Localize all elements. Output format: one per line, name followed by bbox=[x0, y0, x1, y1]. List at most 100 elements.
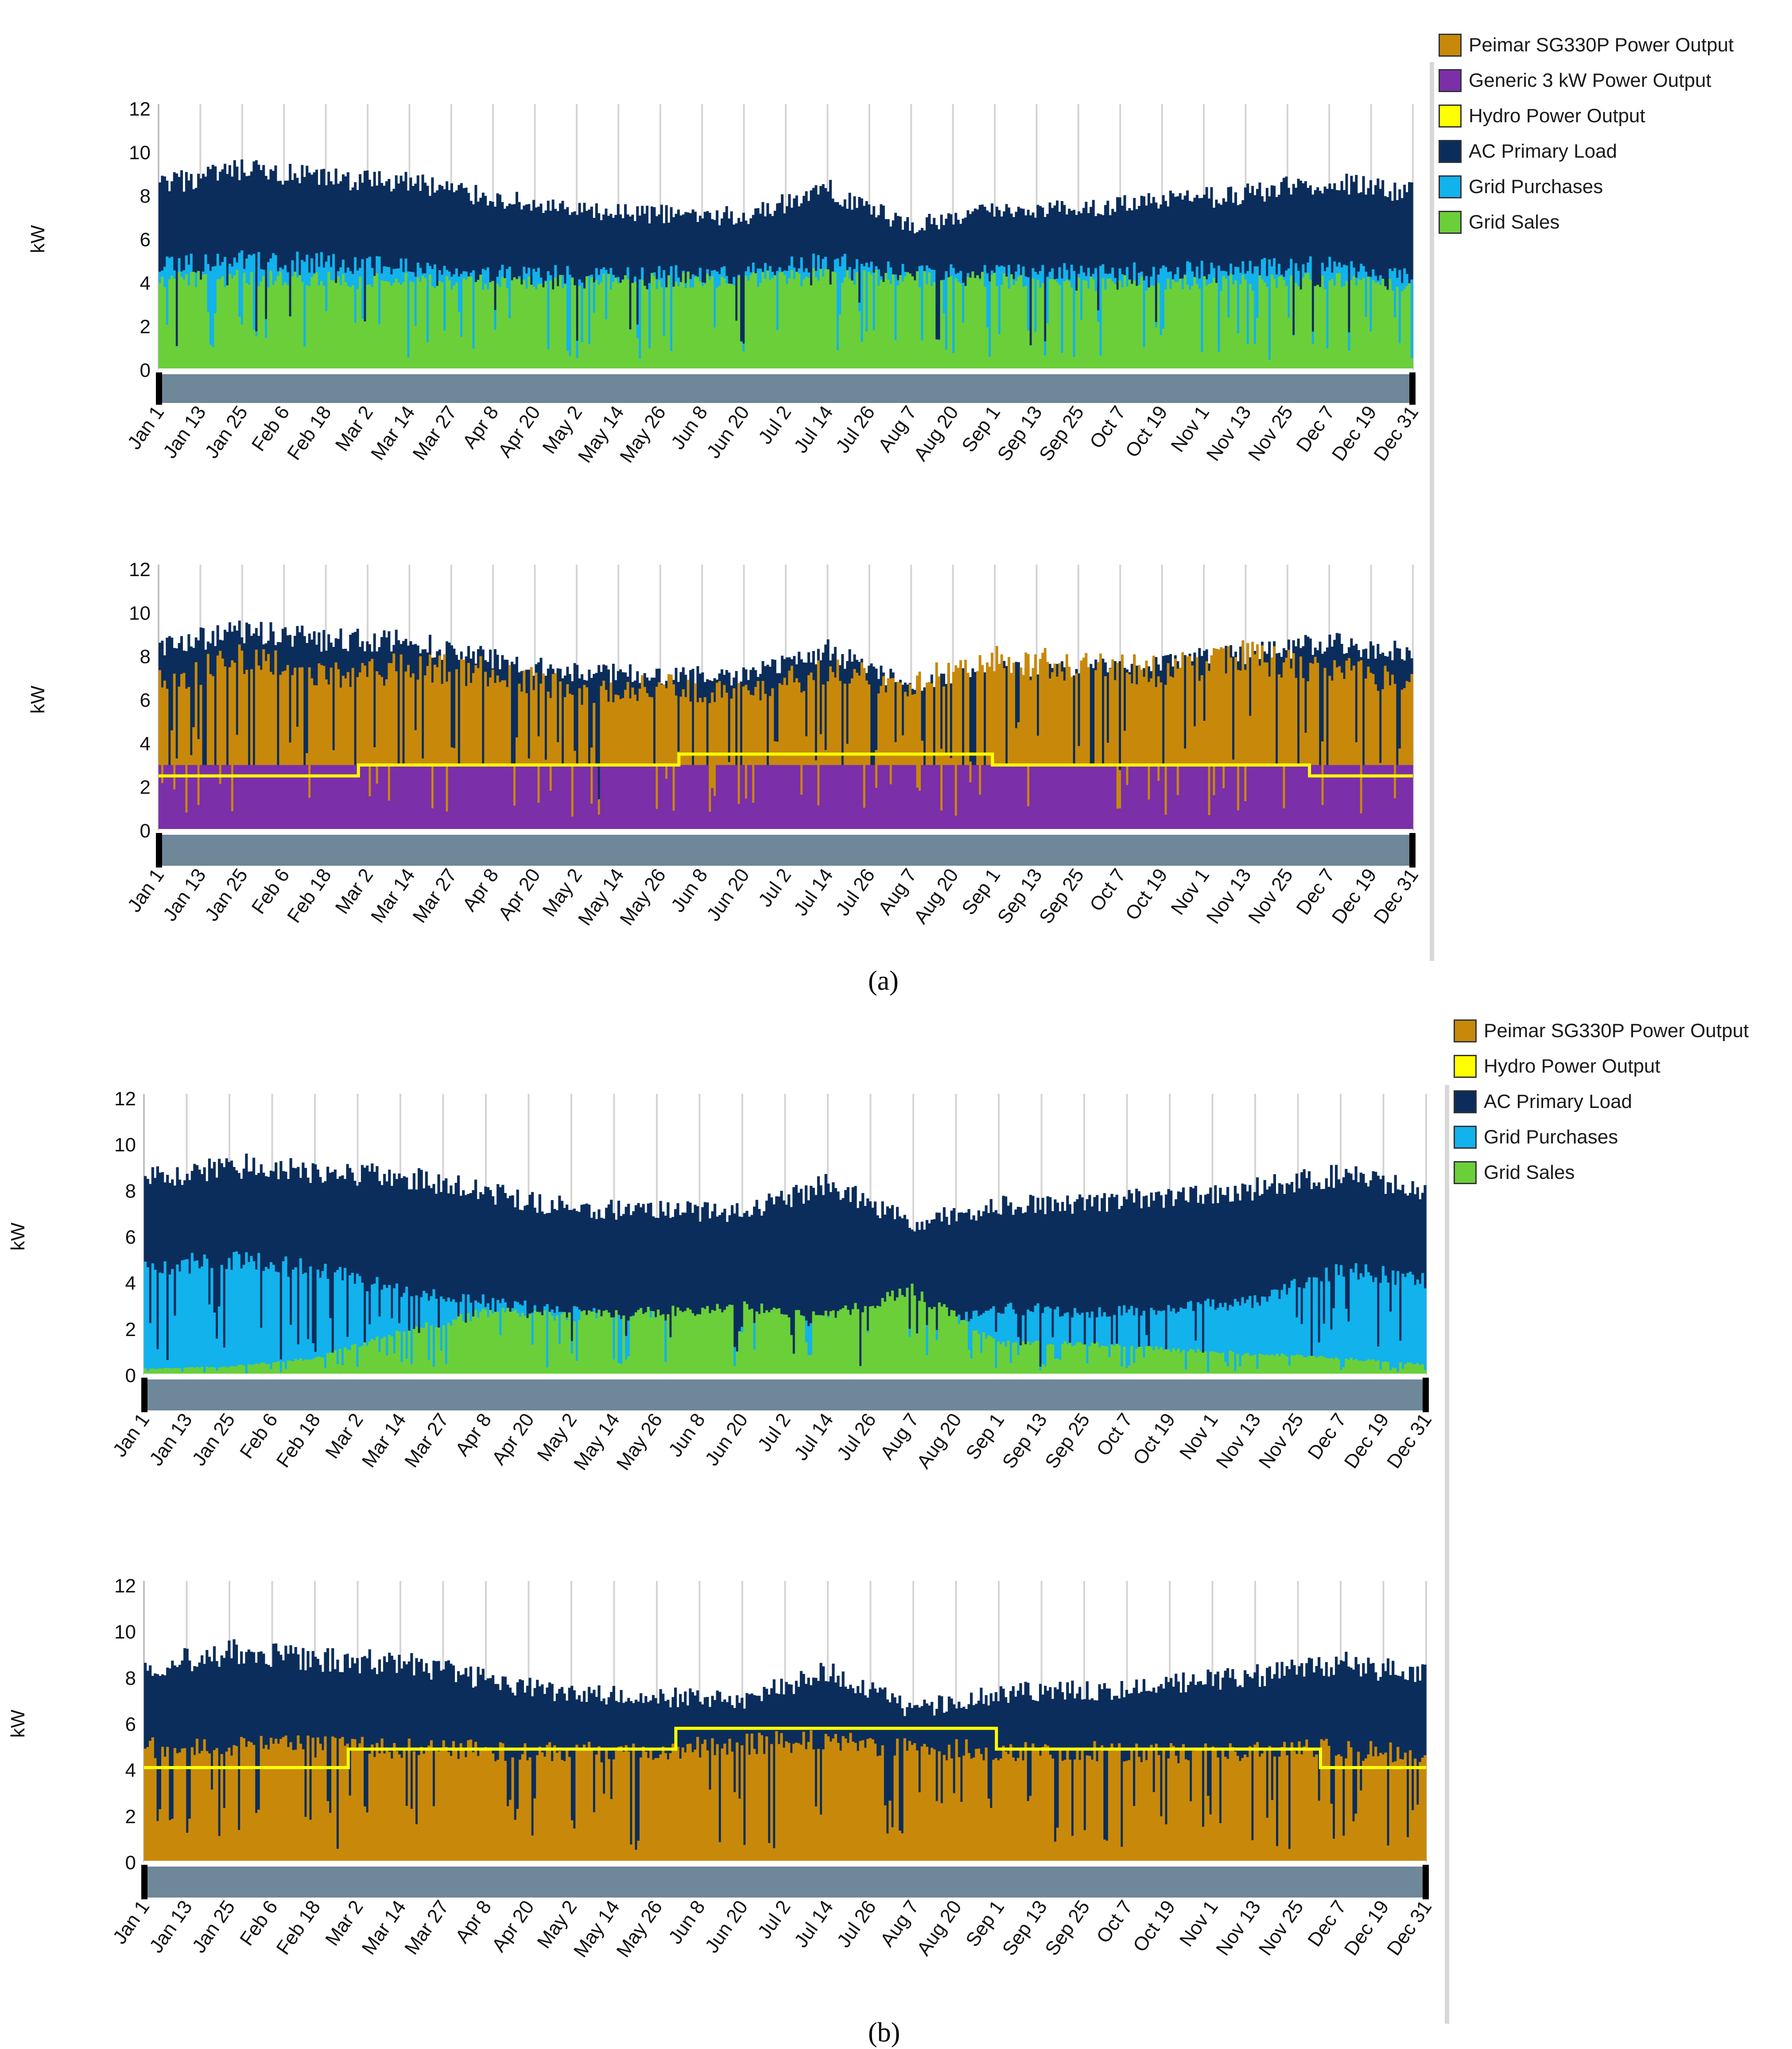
x-tick-label: Jan 25 bbox=[201, 402, 252, 462]
x-tick-label: Mar 27 bbox=[408, 402, 461, 464]
y-tick-label: 10 bbox=[114, 1621, 136, 1643]
y-tick-label: 12 bbox=[114, 1575, 136, 1597]
x-tick-label: Feb 18 bbox=[283, 402, 336, 464]
x-tick-label: Dec 19 bbox=[1328, 865, 1381, 928]
timeline-scrollbar[interactable] bbox=[156, 372, 1416, 405]
legend-item-peimar-sg330p-power-output: Peimar SG330P Power Output bbox=[1454, 1013, 1749, 1049]
x-tick-label: Nov 13 bbox=[1202, 865, 1255, 928]
scrollbar-handle-right[interactable] bbox=[1409, 372, 1416, 405]
x-tick-label: Jul 14 bbox=[790, 1410, 838, 1464]
legend-swatch bbox=[1439, 175, 1462, 198]
x-tick-label: Dec 31 bbox=[1369, 865, 1423, 928]
x-tick-label: Jun 20 bbox=[701, 1897, 752, 1957]
x-tick-label: Apr 20 bbox=[494, 865, 544, 924]
x-tick-label: Oct 7 bbox=[1092, 1410, 1136, 1460]
y-tick-label: 2 bbox=[125, 1319, 136, 1340]
x-tick-label: Nov 25 bbox=[1255, 1410, 1308, 1472]
legend-swatch bbox=[1454, 1161, 1477, 1184]
legend-swatch bbox=[1439, 105, 1462, 128]
y-tick-label: 6 bbox=[140, 689, 151, 711]
scrollbar-handle-right[interactable] bbox=[1409, 833, 1416, 868]
scrollbar-handle-right[interactable] bbox=[1423, 1378, 1429, 1412]
scrollbar-track[interactable] bbox=[159, 835, 1413, 866]
legend-label: Peimar SG330P Power Output bbox=[1484, 1020, 1749, 1042]
x-tick-label: Mar 14 bbox=[358, 1897, 411, 1959]
scrollbar-handle-right[interactable] bbox=[1423, 1865, 1429, 1899]
y-axis-label: kW bbox=[27, 686, 49, 714]
y-tick-label: 12 bbox=[129, 559, 151, 581]
legend-label: Generic 3 kW Power Output bbox=[1469, 70, 1711, 91]
x-tick-label: Jul 26 bbox=[833, 1897, 880, 1952]
x-tick-label: Jun 20 bbox=[702, 865, 754, 925]
x-tick-label: Apr 8 bbox=[451, 1410, 496, 1460]
legend-swatch bbox=[1439, 69, 1462, 92]
x-tick-label: Mar 14 bbox=[367, 402, 419, 464]
legend-label: Grid Purchases bbox=[1484, 1126, 1618, 1148]
y-tick-label: 4 bbox=[125, 1273, 136, 1294]
x-tick-label: Sep 13 bbox=[998, 1897, 1051, 1960]
y-axis-label: kW bbox=[7, 1222, 29, 1251]
legend-label: Peimar SG330P Power Output bbox=[1469, 34, 1734, 56]
x-tick-label: Oct 19 bbox=[1129, 1410, 1179, 1469]
x-tick-label: Mar 27 bbox=[400, 1410, 453, 1472]
x-tick-label: Oct 7 bbox=[1092, 1897, 1136, 1947]
scrollbar-track[interactable] bbox=[144, 1867, 1426, 1898]
scrollbar-track[interactable] bbox=[144, 1379, 1426, 1410]
x-tick-label: Jul 14 bbox=[790, 402, 837, 457]
legend-swatch bbox=[1454, 1055, 1477, 1078]
x-tick-label: Dec 19 bbox=[1328, 402, 1381, 465]
legend-label: Hydro Power Output bbox=[1469, 105, 1645, 127]
x-tick-label: Dec 31 bbox=[1383, 1897, 1436, 1960]
x-tick-label: Jan 1 bbox=[109, 1897, 154, 1948]
x-tick-label: Oct 7 bbox=[1086, 402, 1130, 453]
x-tick-label: Apr 20 bbox=[488, 1410, 538, 1469]
timeline-scrollbar[interactable] bbox=[141, 1865, 1429, 1899]
y-tick-label: 0 bbox=[125, 1852, 136, 1874]
area-grid-sales bbox=[144, 1283, 1427, 1375]
scrollbar-handle-left[interactable] bbox=[141, 1378, 147, 1412]
panel-label-b: (b) bbox=[868, 2018, 900, 2048]
legend-item-ac-primary-load: AC Primary Load bbox=[1454, 1084, 1749, 1119]
x-tick-label: Aug 20 bbox=[913, 1897, 966, 1960]
x-tick-label: Jun 20 bbox=[701, 1410, 752, 1470]
timeline-scrollbar[interactable] bbox=[156, 833, 1416, 868]
x-tick-label: Oct 7 bbox=[1086, 865, 1130, 915]
legend-item-grid-purchases: Grid Purchases bbox=[1454, 1119, 1749, 1155]
legend-item-peimar-sg330p-power-output: Peimar SG330P Power Output bbox=[1439, 27, 1734, 63]
legend-b-separator bbox=[1445, 1085, 1449, 2024]
scrollbar-handle-left[interactable] bbox=[141, 1865, 147, 1899]
panel-label-a: (a) bbox=[868, 966, 899, 996]
scrollbar-track[interactable] bbox=[159, 374, 1413, 403]
y-tick-label: 0 bbox=[140, 360, 151, 381]
x-tick-label: Dec 31 bbox=[1383, 1410, 1436, 1472]
y-tick-label: 10 bbox=[129, 602, 151, 624]
x-tick-label: Dec 19 bbox=[1340, 1410, 1393, 1472]
x-tick-label: Jul 2 bbox=[753, 1410, 795, 1456]
x-tick-label: Nov 25 bbox=[1244, 402, 1297, 465]
scrollbar-handle-left[interactable] bbox=[156, 372, 162, 405]
x-tick-label: Jan 1 bbox=[109, 1410, 154, 1461]
series-generic-3-kw-power-output bbox=[159, 765, 1413, 830]
x-tick-label: Sep 25 bbox=[1035, 402, 1088, 465]
x-tick-label: Mar 14 bbox=[358, 1410, 411, 1472]
x-tick-label: Jan 13 bbox=[159, 865, 210, 925]
x-tick-label: Apr 8 bbox=[458, 402, 503, 453]
timeline-scrollbar[interactable] bbox=[141, 1378, 1429, 1412]
scrollbar-handle-left[interactable] bbox=[156, 833, 162, 868]
x-tick-label: Apr 8 bbox=[458, 865, 503, 915]
legend-label: AC Primary Load bbox=[1469, 140, 1617, 162]
x-tick-label: Jul 2 bbox=[754, 402, 795, 448]
y-tick-labels: 0 2 4 6 8 10 12 bbox=[129, 98, 151, 381]
x-tick-label: Jan 13 bbox=[159, 402, 210, 462]
y-tick-label: 12 bbox=[114, 1088, 136, 1110]
legend-b: Peimar SG330P Power Output Hydro Power Ou… bbox=[1454, 1013, 1749, 1190]
legend-label: Hydro Power Output bbox=[1484, 1055, 1660, 1077]
y-tick-label: 2 bbox=[140, 777, 151, 798]
x-tick-label: Jul 14 bbox=[790, 1897, 838, 1952]
legend-label: Grid Purchases bbox=[1469, 176, 1603, 198]
area-peimar-sg330p-power-output bbox=[144, 1730, 1427, 1862]
x-tick-label: Jan 25 bbox=[188, 1410, 239, 1470]
